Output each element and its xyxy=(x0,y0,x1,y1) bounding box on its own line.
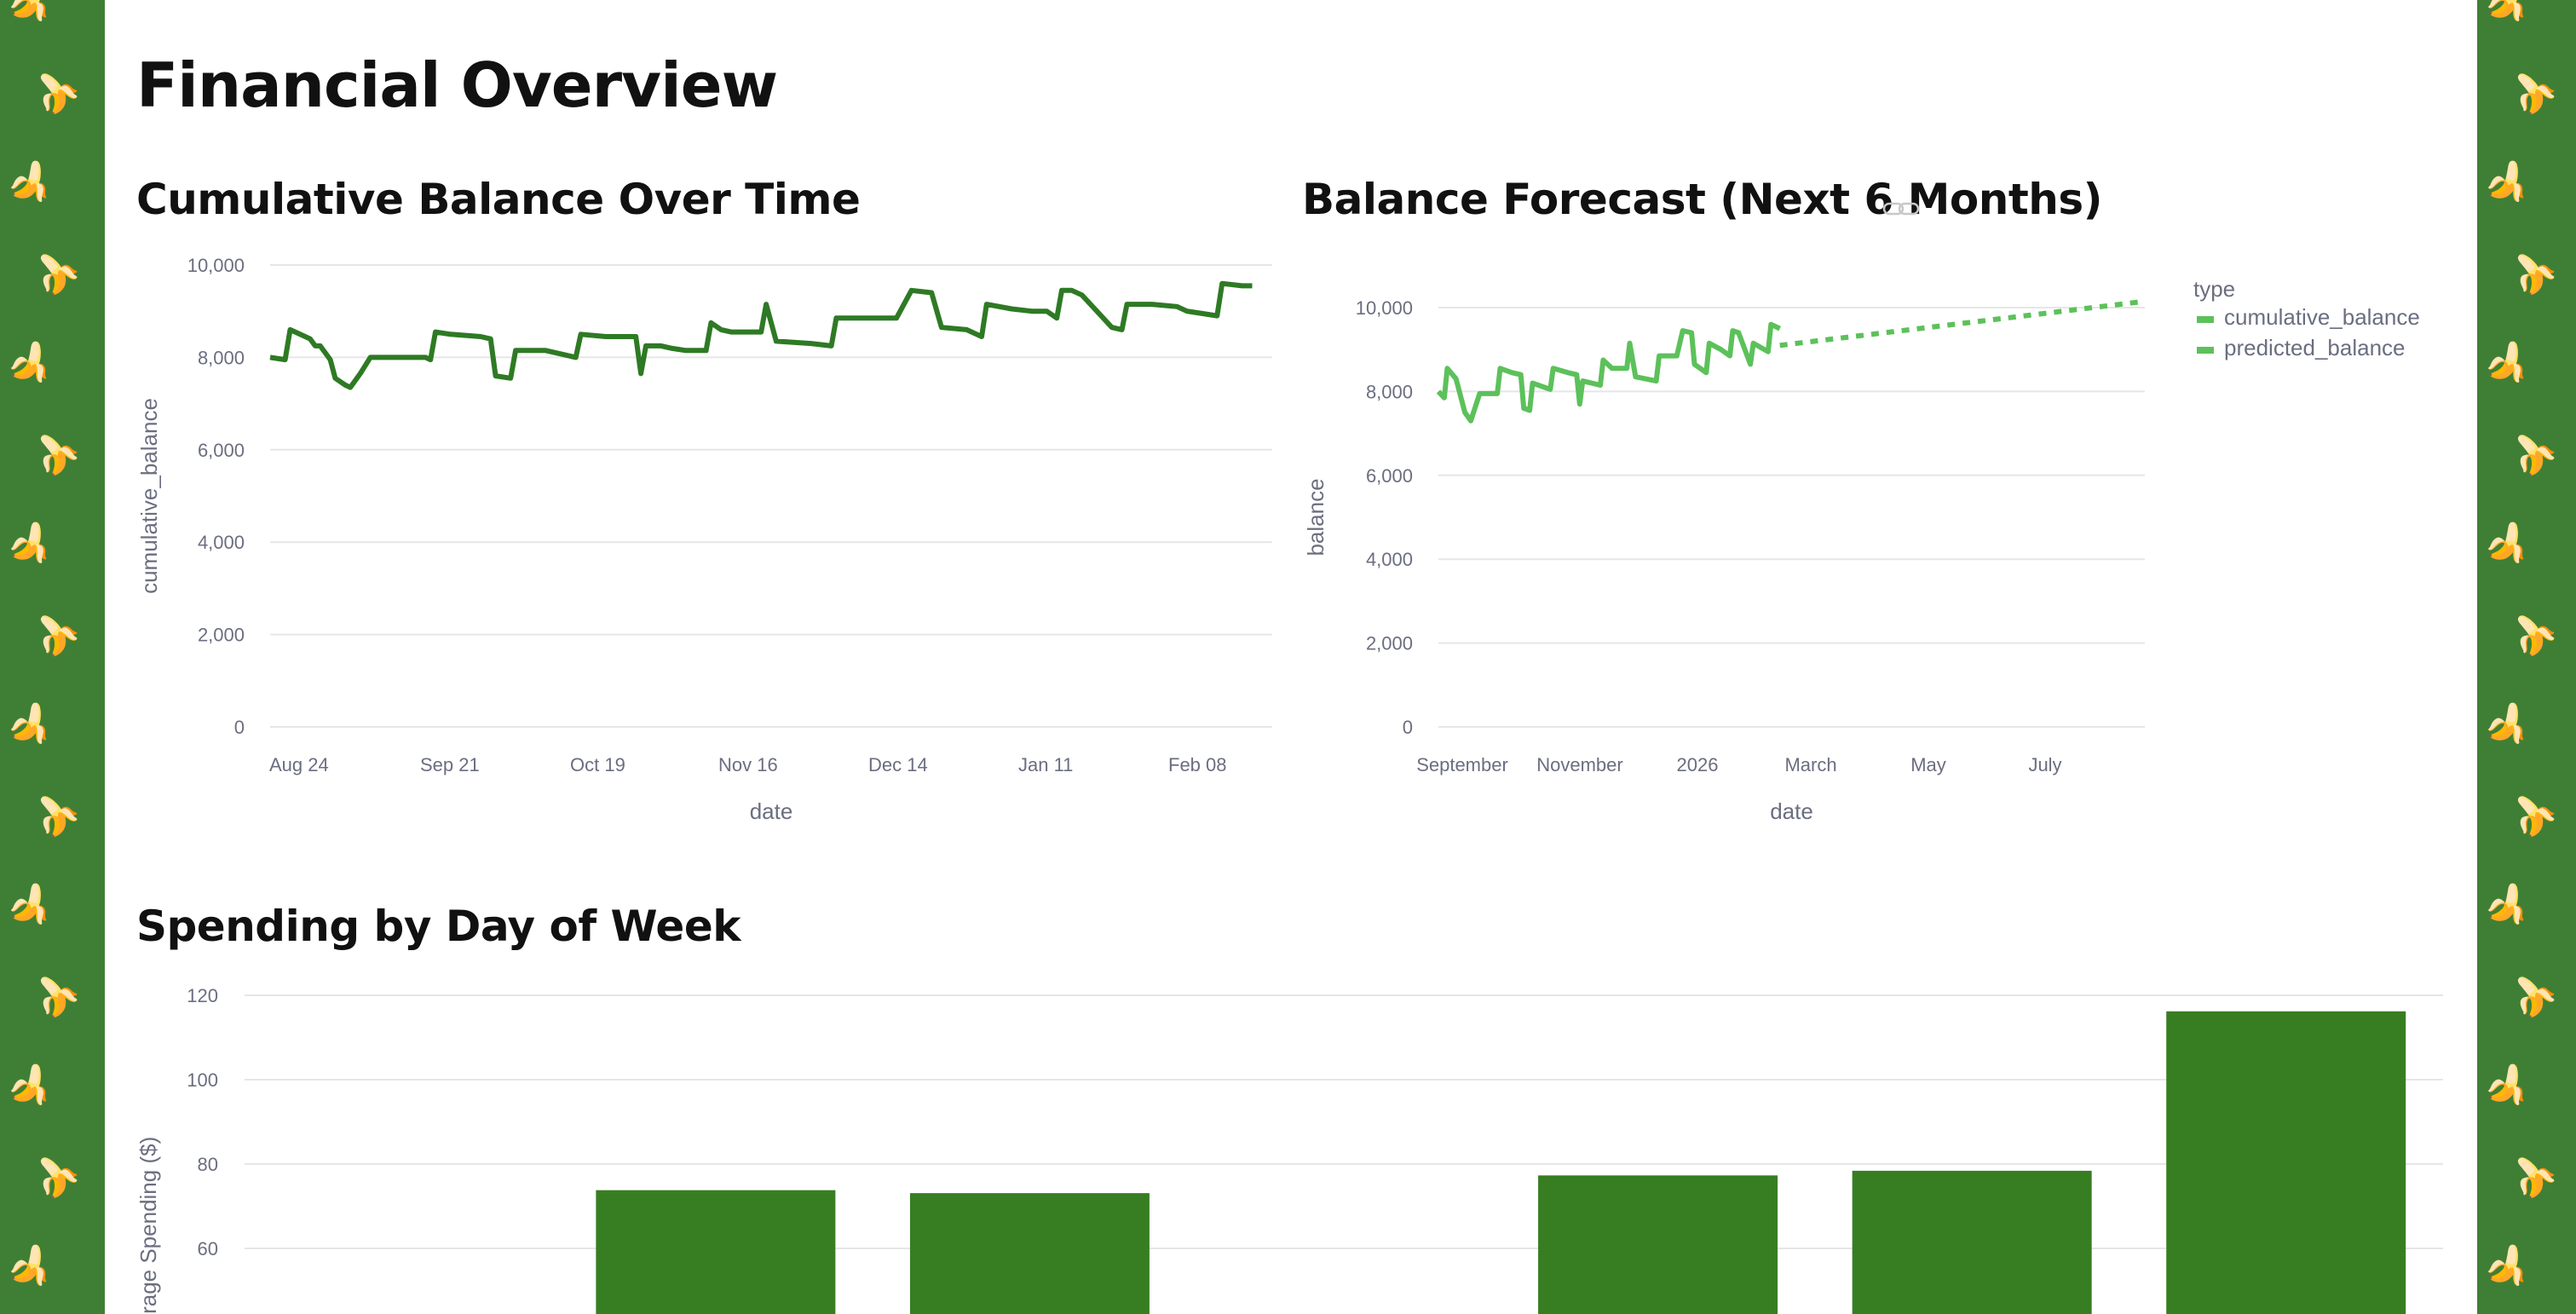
weekday-section-title: Spending by Day of Week xyxy=(136,902,741,951)
forecast-y-tick-label: 8,000 xyxy=(1366,381,1413,402)
cumulative-x-axis-label: date xyxy=(750,798,793,824)
weekday-y-tick-label: 100 xyxy=(187,1069,218,1091)
weekday-y-tick-label: 120 xyxy=(187,985,218,1006)
cumulative-y-tick-label: 4,000 xyxy=(198,532,245,553)
forecast-x-tick-label: July xyxy=(2028,754,2061,775)
right-decorative-sidebar: 🍌 🍌 🍌 🍌 🍌 🍌 🍌 🍌 🍌 🍌 🍌 🍌 🍌 🍌 🍌 xyxy=(2477,0,2576,1314)
cumulative-y-tick-label: 10,000 xyxy=(187,255,245,276)
cumulative-x-tick-label: Dec 14 xyxy=(868,754,928,775)
forecast-legend-label: predicted_balance xyxy=(2224,335,2406,360)
forecast-x-tick-label: May xyxy=(1910,754,1946,775)
weekday-bar-thursday xyxy=(1538,1175,1778,1314)
forecast-legend-swatch xyxy=(2197,347,2214,354)
forecast-legend-swatch xyxy=(2197,316,2214,323)
weekday-y-tick-label: 80 xyxy=(198,1154,218,1175)
weekday-y-axis-label: Average Spending ($) xyxy=(135,1137,161,1314)
forecast-x-tick-label: 2026 xyxy=(1677,754,1719,775)
cumulative-y-tick-label: 0 xyxy=(234,717,245,738)
forecast-section-title: Balance Forecast (Next 6 Months) xyxy=(1302,175,2102,224)
cumulative-x-tick-label: Aug 24 xyxy=(269,754,329,775)
cumulative-y-tick-label: 6,000 xyxy=(198,440,245,461)
main-content: Financial Overview Cumulative Balance Ov… xyxy=(105,0,2477,1314)
weekday-y-tick-label: 60 xyxy=(198,1238,218,1259)
cumulative-x-tick-label: Feb 08 xyxy=(1168,754,1227,775)
cumulative-x-tick-label: Nov 16 xyxy=(718,754,778,775)
cumulative-y-axis-label: cumulative_balance xyxy=(136,398,162,594)
forecast-y-tick-label: 4,000 xyxy=(1366,549,1413,570)
forecast-series-cumulative_balance xyxy=(1436,321,1781,424)
forecast-x-tick-label: November xyxy=(1536,754,1622,775)
forecast-y-tick-label: 10,000 xyxy=(1356,297,1413,319)
weekday-bar-saturday xyxy=(909,1193,1150,1314)
cumulative-x-tick-label: Oct 19 xyxy=(570,754,625,775)
forecast-y-tick-label: 6,000 xyxy=(1366,465,1413,487)
cumulative-x-tick-label: Jan 11 xyxy=(1018,754,1073,775)
cumulative-section-title: Cumulative Balance Over Time xyxy=(136,175,861,224)
weekday-bar-tuesday xyxy=(1852,1170,2092,1314)
page-title: Financial Overview xyxy=(136,49,778,121)
cumulative-y-tick-label: 8,000 xyxy=(198,347,245,368)
forecast-legend-title: type xyxy=(2193,276,2235,302)
forecast-y-axis-label: balance xyxy=(1303,478,1328,556)
cumulative-x-tick-label: Sep 21 xyxy=(420,754,480,775)
forecast-legend-label: cumulative_balance xyxy=(2224,304,2420,330)
left-decorative-sidebar: 🍌 🍌 🍌 🍌 🍌 🍌 🍌 🍌 🍌 🍌 🍌 🍌 🍌 🍌 🍌 xyxy=(0,0,105,1314)
forecast-x-tick-label: March xyxy=(1784,754,1836,775)
forecast-y-tick-label: 2,000 xyxy=(1366,633,1413,654)
weekday-bar-monday xyxy=(596,1190,836,1314)
forecast-x-tick-label: September xyxy=(1416,754,1508,775)
link-icon[interactable] xyxy=(1882,196,1921,222)
cumulative-y-tick-label: 2,000 xyxy=(198,625,245,646)
cumulative-series-cumulative_balance xyxy=(269,280,1253,390)
forecast-y-tick-label: 0 xyxy=(1403,717,1413,738)
forecast-x-axis-label: date xyxy=(1770,798,1813,824)
weekday-bar-wednesday xyxy=(2166,1011,2406,1314)
